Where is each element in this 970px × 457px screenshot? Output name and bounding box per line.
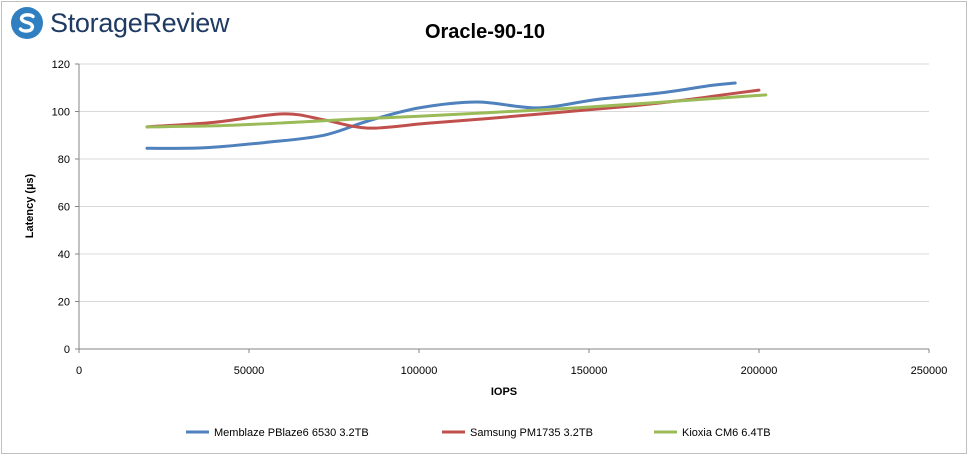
storagereview-logo: StorageReview (10, 6, 230, 40)
logo-text: StorageReview (50, 7, 230, 38)
x-tick-label: 200000 (741, 365, 778, 377)
logo-icon (11, 7, 43, 39)
gridlines (79, 63, 929, 302)
x-axis-label: IOPS (491, 386, 517, 398)
y-axis-label: Latency (µs) (24, 173, 36, 238)
y-tick-label: 40 (58, 249, 70, 261)
series-line-1 (145, 88, 761, 130)
tick-labels: 0 20 40 60 80 100 120 0 50000 100000 150000 200000 2… (52, 59, 948, 377)
y-tick-label: 20 (58, 297, 70, 309)
y-tick-label: 100 (52, 107, 70, 119)
chart-title: Oracle-90-10 (425, 21, 545, 43)
x-tick-label: 50000 (234, 365, 265, 377)
legend: Memblaze PBlaze6 6530 3.2TB Samsung PM173… (186, 427, 771, 439)
y-tick-label: 60 (58, 202, 70, 214)
legend-label-1: Samsung PM1735 3.2TB (470, 427, 593, 439)
legend-label-0: Memblaze PBlaze6 6530 3.2TB (214, 427, 369, 439)
series-line-2 (145, 93, 768, 129)
y-tick-label: 80 (58, 154, 70, 166)
series-line-0 (145, 81, 737, 150)
y-tick-label: 0 (64, 344, 70, 356)
x-tick-label: 250000 (911, 365, 948, 377)
x-tick-label: 0 (76, 365, 82, 377)
x-tick-label: 150000 (571, 365, 608, 377)
legend-label-2: Kioxia CM6 6.4TB (682, 427, 771, 439)
axes (75, 63, 930, 353)
y-tick-label: 120 (52, 59, 70, 71)
series-lines (145, 81, 768, 150)
x-tick-label: 100000 (401, 365, 438, 377)
